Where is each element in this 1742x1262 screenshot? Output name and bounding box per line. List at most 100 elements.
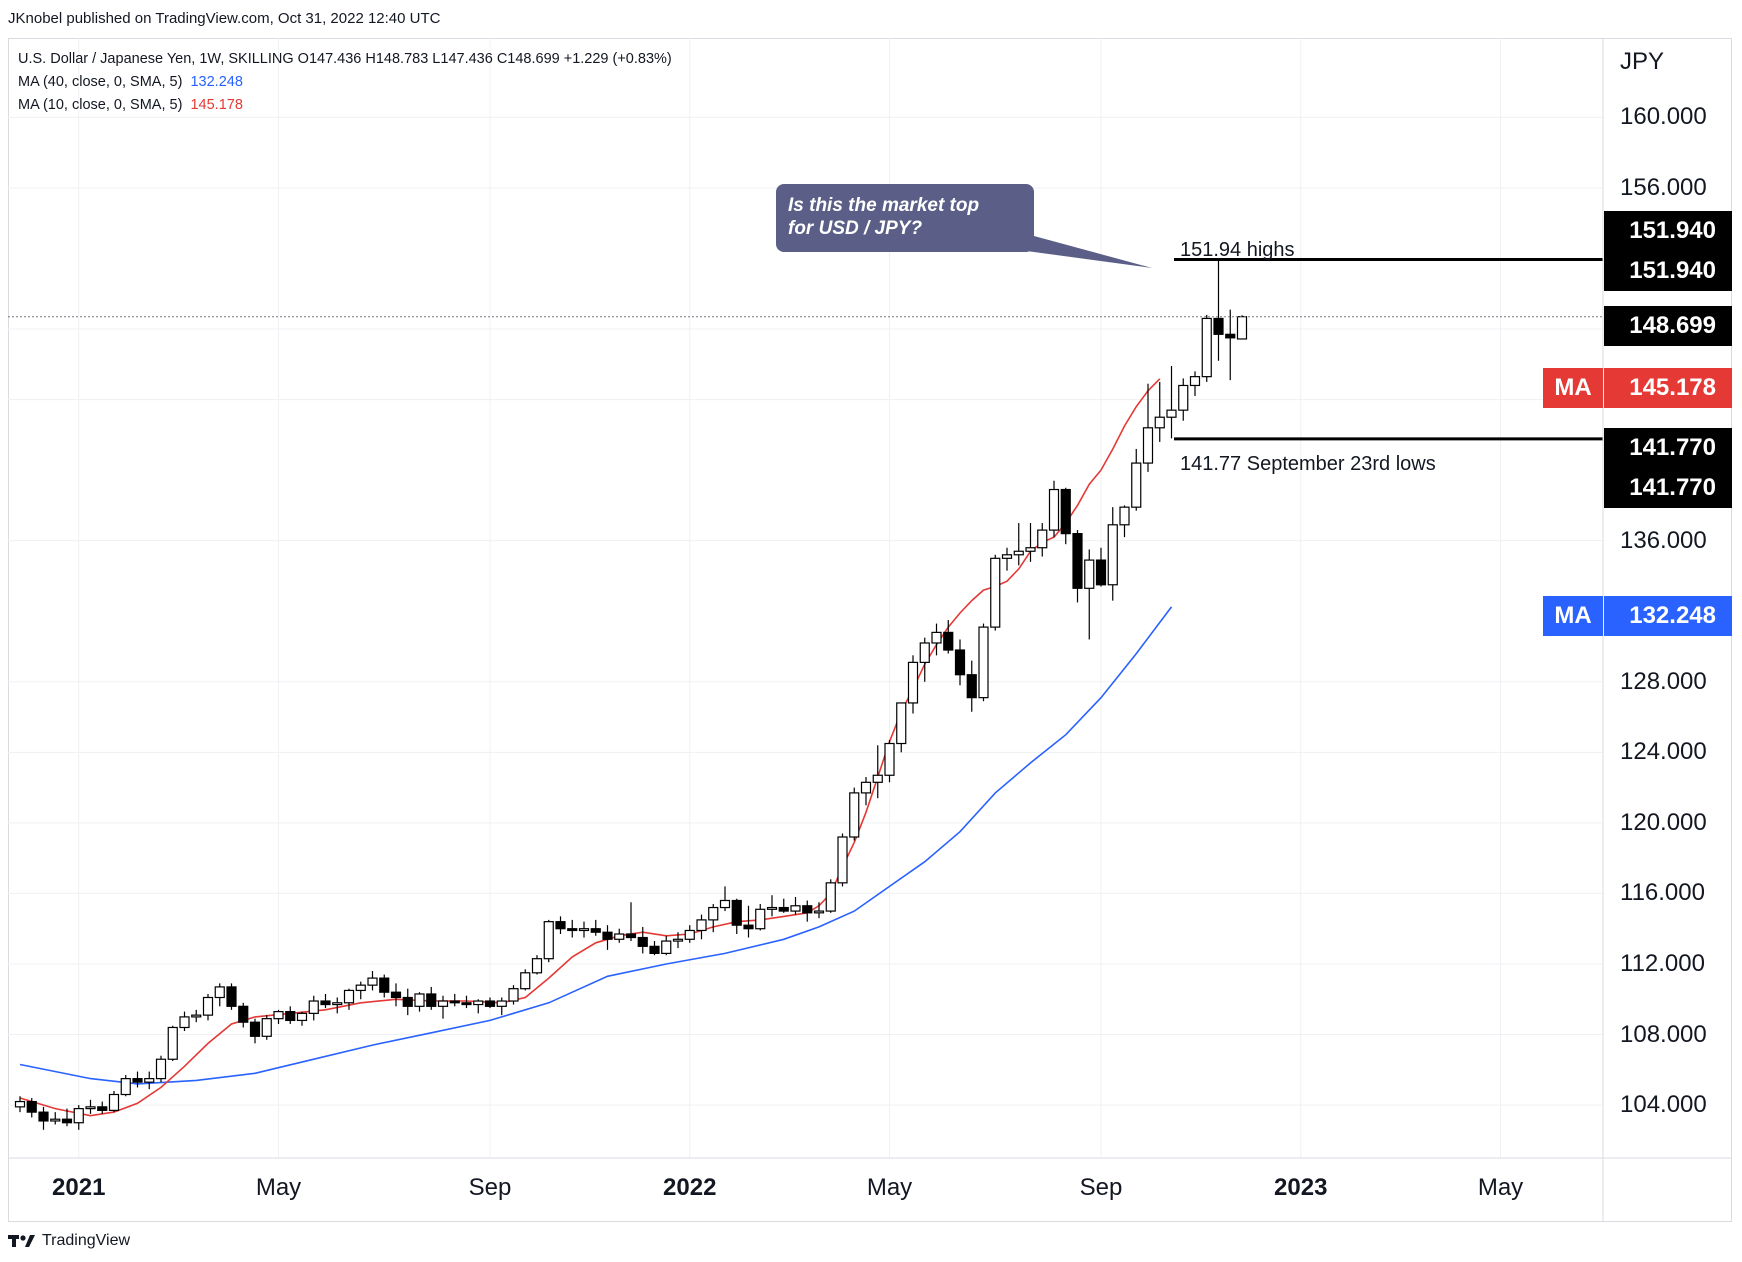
- candle-body-83: [990, 557, 1001, 628]
- candle-body-20: [249, 1021, 261, 1037]
- highs-price-tag-bottom: 151.940: [1604, 251, 1732, 291]
- ma40-badge: MA: [1543, 596, 1603, 636]
- candle-body-4: [61, 1118, 73, 1124]
- candle-body-57: [684, 929, 695, 940]
- candle-body-53: [637, 936, 648, 947]
- callout-line-1: Is this the market top: [788, 195, 980, 216]
- candle-body-86: [1025, 547, 1036, 552]
- candle-body-35: [426, 993, 437, 1007]
- highs-level-label: 151.94 highs: [1180, 239, 1295, 261]
- candle-body-40: [484, 1000, 496, 1007]
- candle-body-61: [731, 899, 742, 926]
- candle-body-75: [896, 702, 907, 745]
- candle-body-51: [614, 933, 625, 940]
- candle-body-30: [367, 977, 378, 986]
- lows-level-label: 141.77 September 23rd lows: [1180, 453, 1436, 475]
- candle-body-77: [919, 642, 930, 663]
- candle-body-78: [931, 631, 942, 644]
- candle-body-89: [1060, 488, 1071, 535]
- candle-body-10: [132, 1078, 143, 1083]
- candle-body-14: [179, 1016, 190, 1029]
- candle-body-29: [355, 984, 366, 992]
- candle-body-79: [943, 631, 954, 651]
- candle-body-69: [825, 882, 836, 912]
- candle-body-45: [543, 921, 554, 960]
- candle-body-43: [520, 972, 531, 990]
- candle-body-93: [1107, 524, 1118, 586]
- candle-body-6: [85, 1106, 96, 1110]
- candle-body-66: [790, 905, 801, 912]
- candle-body-80: [954, 649, 966, 676]
- candle-body-13: [167, 1026, 178, 1060]
- candle-body-91: [1084, 559, 1095, 589]
- candle-body-95: [1131, 462, 1142, 508]
- candle-body-34: [414, 993, 425, 1007]
- ma10-price-tag: 145.178: [1604, 368, 1732, 408]
- candle-body-22: [273, 1011, 284, 1020]
- candle-body-64: [766, 906, 778, 910]
- candle-body-33: [402, 996, 413, 1007]
- candle-body-101: [1201, 317, 1212, 378]
- candle-body-102: [1213, 317, 1224, 335]
- candle-body-98: [1166, 409, 1177, 418]
- x-tick-label-5: Sep: [1079, 1174, 1123, 1201]
- legend-ma40-value: 132.248: [190, 74, 243, 90]
- candle-body-15: [191, 1014, 202, 1018]
- candle-body-81: [966, 674, 977, 699]
- candle-body-3: [50, 1118, 61, 1122]
- ma10-line: [19, 378, 1161, 1117]
- candle-body-2: [38, 1111, 49, 1122]
- candle-body-23: [285, 1011, 296, 1022]
- candle-body-0: [14, 1100, 26, 1108]
- ma40-line: [19, 606, 1173, 1085]
- candle-body-21: [261, 1018, 272, 1037]
- candle-body-68: [813, 910, 825, 914]
- tradingview-logo-icon: [8, 1235, 35, 1247]
- candle-body-99: [1178, 384, 1189, 411]
- candle-body-49: [590, 928, 601, 933]
- candle-body-48: [578, 928, 590, 932]
- candle-body-24: [296, 1012, 308, 1022]
- currency-label: JPY: [1620, 48, 1665, 75]
- x-tick-label-1: May: [255, 1174, 302, 1201]
- candle-body-55: [661, 940, 672, 955]
- x-tick-label-7: May: [1477, 1174, 1524, 1201]
- tradingview-footer[interactable]: TradingView: [8, 1232, 130, 1250]
- candle-body-100: [1189, 376, 1201, 387]
- lows-price-tag-top: 141.770: [1604, 428, 1732, 468]
- y-tick-label-0: 104.000: [1620, 1091, 1707, 1119]
- legend-ma10-label: MA (10, close, 0, SMA, 5): [18, 97, 183, 113]
- highs-price-tag-top: 151.940: [1604, 211, 1732, 251]
- candle-body-84: [1001, 554, 1013, 559]
- candle-body-12: [155, 1058, 167, 1080]
- candle-body-1: [26, 1100, 37, 1113]
- y-tick-label-5: 124.000: [1620, 738, 1707, 766]
- legend-symbol-line: U.S. Dollar / Japanese Yen, 1W, SKILLING…: [18, 51, 672, 67]
- candle-body-71: [849, 792, 860, 838]
- candle-body-90: [1072, 533, 1083, 589]
- candle-body-27: [332, 1002, 343, 1006]
- candle-body-103: [1225, 333, 1236, 339]
- legend-ma40: MA (40, close, 0, SMA, 5) 132.248: [18, 71, 672, 94]
- candle-body-42: [508, 988, 519, 1002]
- candle-body-72: [860, 781, 872, 794]
- levels-group: [1174, 258, 1603, 441]
- candle-body-92: [1095, 559, 1107, 586]
- candle-body-63: [755, 908, 766, 930]
- candle-body-87: [1037, 529, 1048, 549]
- axis-group: [8, 38, 1732, 1222]
- candle-body-39: [473, 1000, 484, 1006]
- candle-body-94: [1119, 506, 1130, 526]
- lows-price-tag-bottom: 141.770: [1604, 468, 1732, 508]
- last-price-tag: 148.699: [1604, 306, 1732, 346]
- legend-ma10-value: 145.178: [190, 97, 243, 113]
- market-top-callout: Is this the market top for USD / JPY?: [776, 184, 1034, 252]
- x-tick-label-4: May: [866, 1174, 913, 1201]
- candle-body-88: [1048, 488, 1060, 531]
- y-tick-label-11: 160.000: [1620, 103, 1707, 131]
- candle-body-47: [567, 928, 578, 932]
- candle-body-67: [802, 905, 813, 914]
- candle-body-36: [437, 1000, 449, 1007]
- candle-body-7: [97, 1106, 108, 1111]
- candle-body-59: [708, 906, 719, 921]
